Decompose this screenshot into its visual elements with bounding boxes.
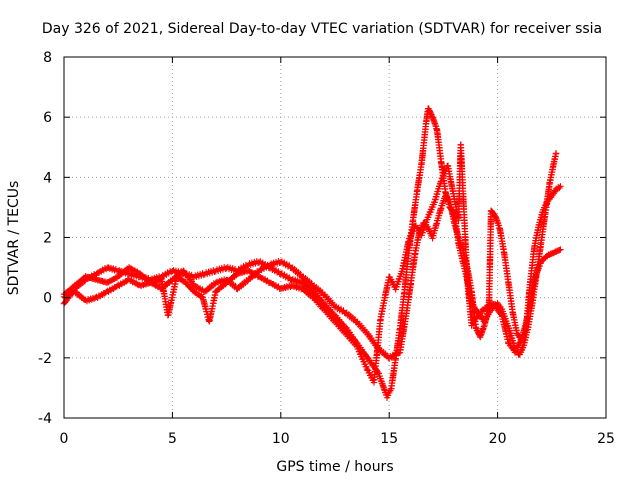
y-tick-label: 8 bbox=[43, 50, 52, 66]
x-tick-label: 20 bbox=[489, 431, 507, 447]
data-point bbox=[557, 246, 564, 253]
data-points bbox=[60, 105, 564, 401]
x-tick-label: 0 bbox=[60, 431, 69, 447]
x-axis-title: GPS time / hours bbox=[276, 459, 393, 475]
y-tick-label: 6 bbox=[43, 110, 52, 126]
x-tick-label: 10 bbox=[272, 431, 290, 447]
data-point bbox=[556, 184, 563, 192]
y-tick-label: -2 bbox=[38, 351, 52, 367]
data-point bbox=[556, 246, 563, 254]
y-axis-title: SDTVAR / TECUs bbox=[6, 181, 22, 296]
data-point bbox=[517, 337, 524, 345]
y-tick-label: -4 bbox=[38, 411, 52, 427]
y-tick-label: 2 bbox=[43, 231, 52, 247]
chart-title: Day 326 of 2021, Sidereal Day-to-day VTE… bbox=[42, 21, 602, 37]
series-track-3 bbox=[60, 141, 564, 386]
x-tick-label: 25 bbox=[597, 431, 615, 447]
y-tick-label: 0 bbox=[43, 291, 52, 307]
data-point bbox=[557, 183, 564, 190]
y-tick-label: 4 bbox=[43, 170, 52, 186]
ticks: 0 5 10 15 20 25 -4 -2 0 2 4 6 8 bbox=[38, 50, 615, 447]
data-point bbox=[552, 150, 560, 157]
data-point bbox=[363, 365, 371, 373]
data-point bbox=[475, 311, 482, 318]
x-tick-label: 15 bbox=[380, 431, 398, 447]
x-tick-label: 5 bbox=[168, 431, 177, 447]
